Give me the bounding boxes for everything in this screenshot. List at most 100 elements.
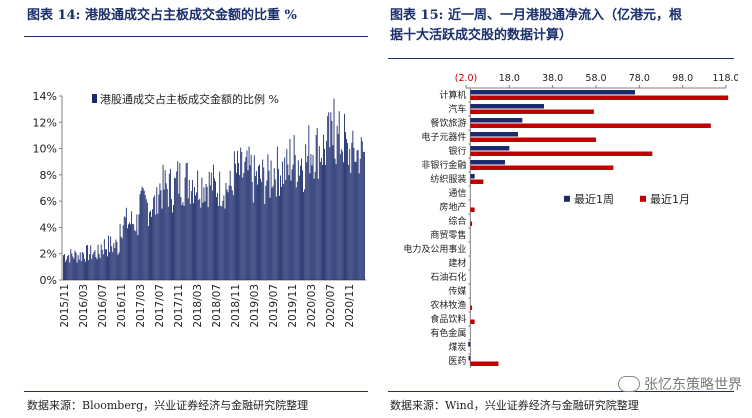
category-label: 餐饮旅游 <box>430 117 466 129</box>
bar <box>119 223 121 280</box>
bar <box>130 224 131 280</box>
bar <box>274 179 276 280</box>
x-tick-label: 118.0 <box>712 73 738 84</box>
bar <box>215 181 216 280</box>
bar <box>232 195 234 280</box>
category-label: 食品饮料 <box>430 313 466 325</box>
bar <box>352 130 354 280</box>
bar <box>245 157 247 280</box>
x-tick-label: 2020/03 <box>306 284 318 328</box>
bar <box>218 206 220 280</box>
bar <box>246 150 248 280</box>
bar <box>347 142 349 280</box>
bar-month <box>470 179 484 184</box>
bar <box>155 214 157 280</box>
y-tick-label: 8% <box>40 169 57 182</box>
bar <box>204 201 206 280</box>
bar <box>273 168 275 280</box>
bar <box>82 253 84 280</box>
bar <box>297 160 299 280</box>
bar <box>298 175 300 280</box>
bar <box>238 163 240 280</box>
bar <box>291 169 293 280</box>
bar <box>346 138 348 280</box>
bar <box>159 183 161 280</box>
bar <box>304 189 306 280</box>
category-label: 建材 <box>448 257 466 269</box>
x-tick-label: 2016/11 <box>116 284 128 328</box>
bar-month <box>470 305 473 310</box>
bar <box>102 254 104 280</box>
bar <box>111 246 113 280</box>
bar <box>81 251 83 280</box>
bar-week <box>468 342 471 347</box>
bar <box>302 170 303 280</box>
y-tick-label: 6% <box>40 195 57 208</box>
bar <box>314 171 316 280</box>
bar <box>158 194 160 280</box>
bar-month <box>470 361 499 366</box>
bar <box>128 224 129 280</box>
bar <box>309 173 311 280</box>
bar <box>251 181 253 280</box>
bar <box>198 200 200 280</box>
bar <box>152 209 154 280</box>
bar <box>262 159 264 280</box>
bar-month <box>470 95 729 100</box>
bar <box>185 163 187 280</box>
bar <box>325 164 327 280</box>
bar <box>122 225 124 280</box>
bar-month <box>470 165 614 170</box>
x-tick-label: 98.0 <box>672 73 693 84</box>
bar <box>332 145 334 280</box>
bar <box>142 188 144 280</box>
category-label: 银行 <box>448 145 466 157</box>
bar-month <box>470 109 594 114</box>
bar <box>203 187 205 280</box>
bar <box>95 257 97 280</box>
bar <box>363 151 365 280</box>
bar <box>271 187 273 280</box>
bar <box>72 256 74 280</box>
bar <box>256 184 258 280</box>
bar <box>322 164 323 280</box>
bar <box>109 252 111 280</box>
bar <box>116 241 118 280</box>
bar <box>121 238 123 280</box>
bar <box>240 147 242 280</box>
bar <box>244 161 246 280</box>
bar <box>190 191 192 280</box>
bar <box>174 177 176 280</box>
bar <box>183 206 185 280</box>
x-tick-label: 38.0 <box>542 73 563 84</box>
left-title-rule <box>24 36 368 37</box>
bar <box>312 154 314 280</box>
legend-label-week: 最近1周 <box>574 193 614 206</box>
bar <box>160 190 162 280</box>
bar <box>187 198 189 280</box>
x-tick-label: 2017/07 <box>154 284 166 328</box>
bar <box>353 147 355 280</box>
bar <box>172 212 173 280</box>
legend-label: 港股通成交占主板成交金额的比例 % <box>100 92 279 106</box>
bar <box>164 170 166 280</box>
bar <box>129 222 130 280</box>
bar <box>150 210 151 280</box>
bar <box>268 170 270 280</box>
x-tick-label: 58.0 <box>585 73 606 84</box>
bar <box>133 224 135 280</box>
bar <box>258 166 259 280</box>
category-label: 有色金属 <box>430 327 466 339</box>
bar <box>294 155 296 280</box>
x-tick-label: 2015/11 <box>59 284 71 328</box>
bar <box>189 204 191 280</box>
bar <box>229 170 231 280</box>
bar <box>176 171 178 280</box>
bar <box>326 140 328 280</box>
bar <box>264 203 266 280</box>
y-tick-label: 12% <box>33 116 57 129</box>
bar <box>161 208 163 280</box>
category-label: 非银行金融 <box>421 159 466 171</box>
bar <box>219 171 221 280</box>
x-tick-label: 2019/07 <box>268 284 280 328</box>
